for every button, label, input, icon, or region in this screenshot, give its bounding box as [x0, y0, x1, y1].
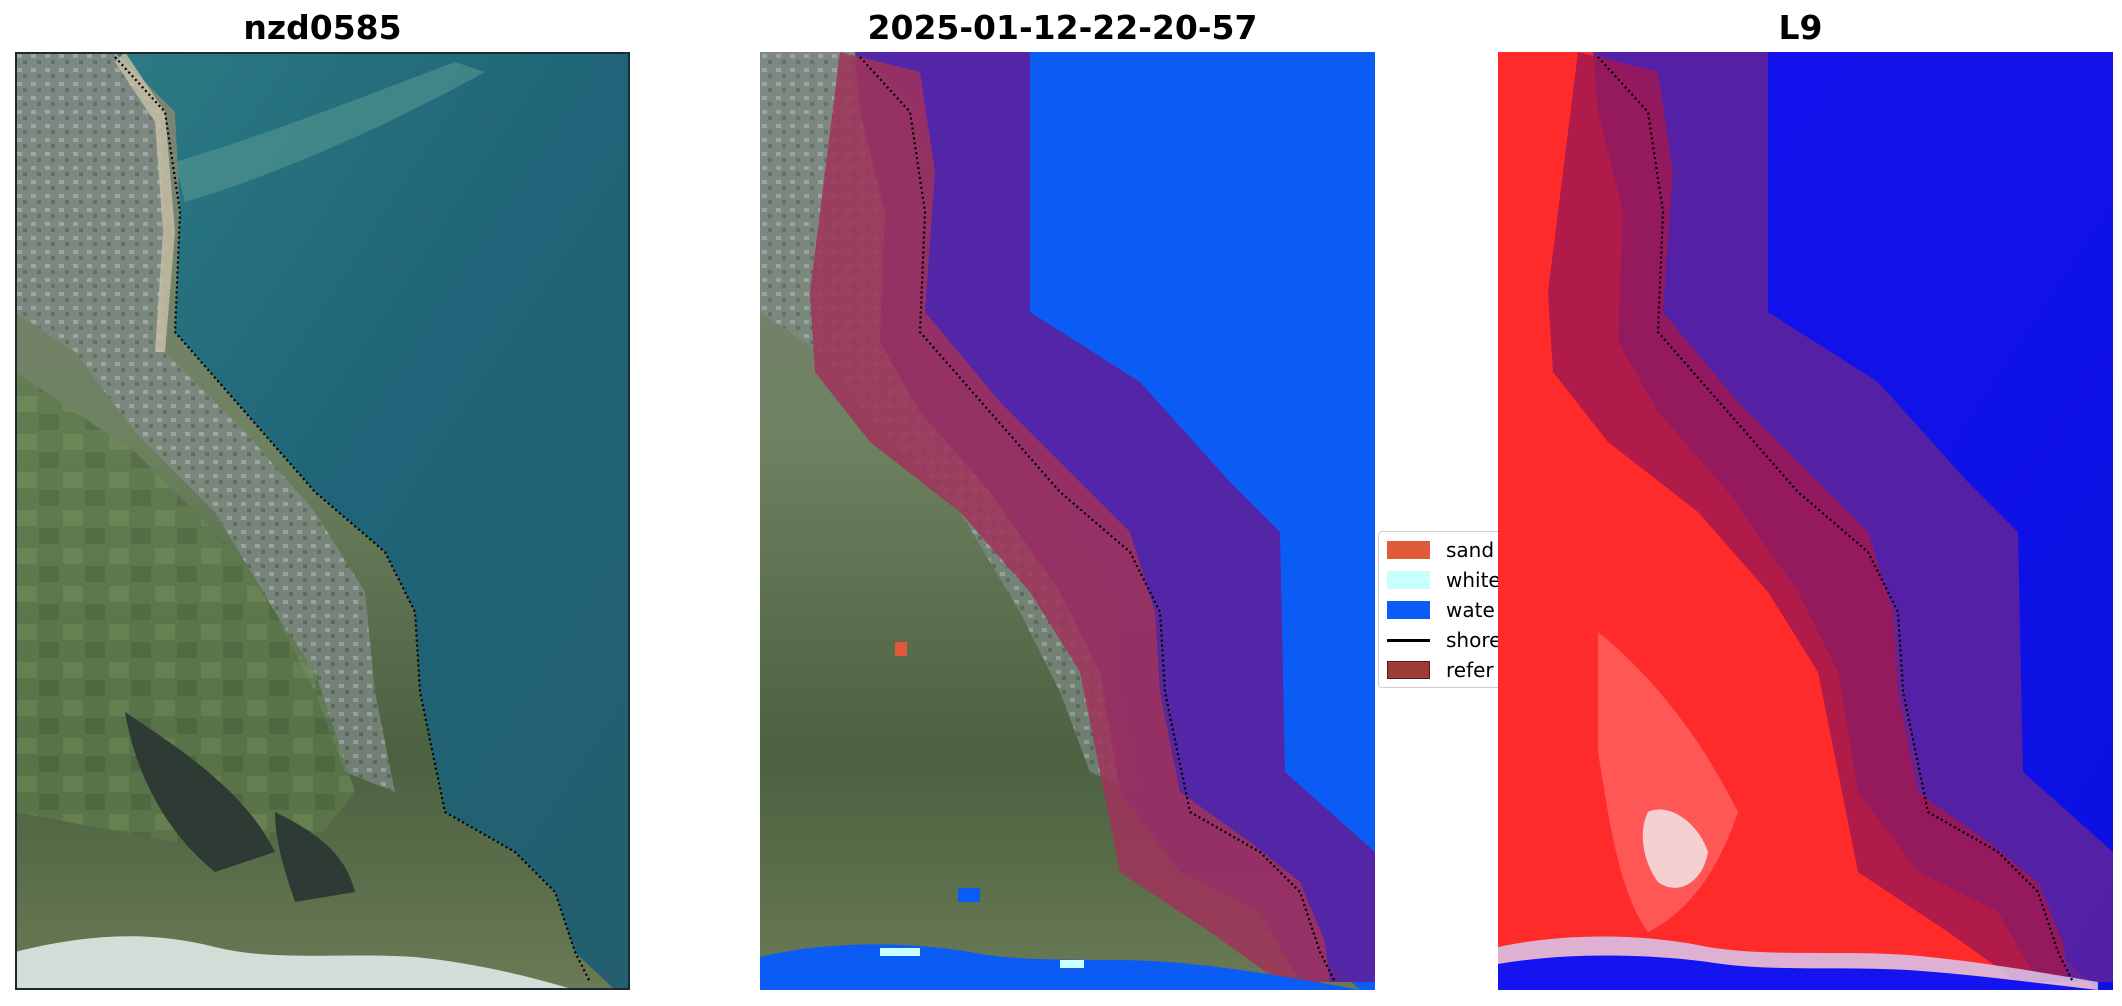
panel-title-index: L9	[1778, 8, 1823, 47]
index-panel	[1498, 52, 2113, 990]
legend-item-water: wate	[1387, 598, 1495, 622]
index-image	[1498, 52, 2113, 990]
shoreline-trace	[1597, 56, 2074, 983]
index-bright-patch	[1642, 809, 1708, 888]
water-swatch	[1387, 601, 1430, 619]
rgb-satellite-image	[15, 52, 630, 990]
beach-strip	[115, 52, 175, 352]
reference-buffer	[810, 52, 1330, 982]
legend-item-shoreline: shore	[1387, 628, 1501, 652]
reference-buffer	[1548, 52, 2068, 982]
panel-title-rgb: nzd0585	[243, 8, 402, 47]
whitewater-class-pixels	[880, 948, 920, 956]
classification-panel	[760, 52, 1375, 990]
shoreline-trace	[859, 56, 1336, 983]
shoreline-line-swatch	[1387, 638, 1430, 642]
rgb-image-panel	[15, 52, 630, 990]
town-area	[15, 52, 395, 792]
legend-label-reference: refer	[1446, 658, 1494, 682]
surf-zone	[15, 936, 575, 990]
sand-class-pixels	[895, 642, 907, 656]
legend: sand white wate shore refer	[1378, 531, 1508, 688]
panel-title-classification: 2025-01-12-22-20-57	[867, 8, 1258, 47]
legend-item-white: white	[1387, 568, 1501, 592]
legend-item-sand: sand	[1387, 538, 1494, 562]
water-class-pixels	[958, 888, 980, 902]
legend-label-sand: sand	[1446, 538, 1495, 562]
reference-swatch	[1387, 661, 1430, 679]
sand-swatch	[1387, 541, 1430, 559]
shoreline-trace	[114, 56, 591, 983]
classification-image	[760, 52, 1375, 990]
index-water-coast	[1498, 955, 2098, 990]
legend-label-white: white	[1446, 568, 1501, 592]
whitewater-swatch	[1387, 571, 1430, 589]
legend-item-reference: refer	[1387, 658, 1494, 682]
sediment-plume	[175, 62, 485, 202]
field-area	[15, 372, 355, 842]
dark-forest	[125, 712, 275, 872]
legend-label-shoreline: shore	[1446, 628, 1502, 652]
whitewater-class-pixels	[1060, 960, 1084, 968]
legend-label-water: wate	[1446, 598, 1495, 622]
dark-forest	[275, 812, 355, 902]
